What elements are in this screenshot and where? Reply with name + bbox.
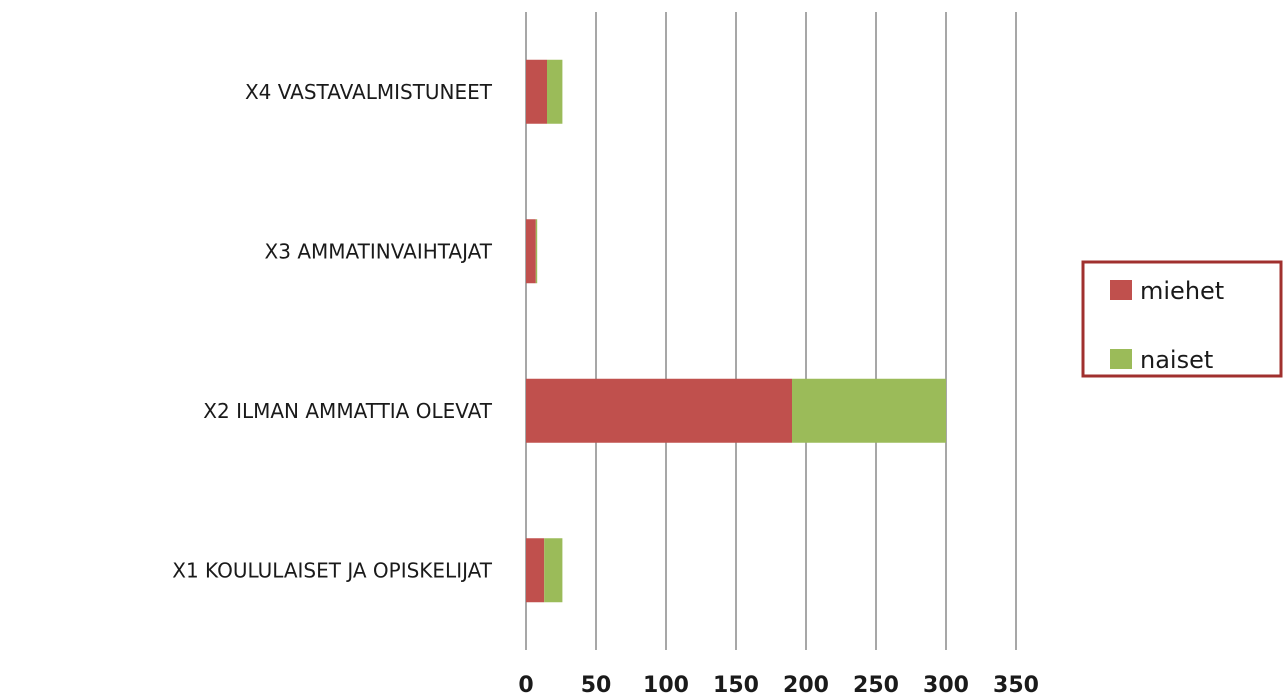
- bar-naiset-2: [792, 378, 946, 443]
- bar-miehet-2: [526, 378, 792, 443]
- legend-label-miehet: miehet: [1140, 277, 1224, 305]
- bar-miehet-4: [526, 59, 547, 124]
- legend-swatch-naiset: [1110, 349, 1132, 369]
- bars: [526, 59, 946, 603]
- legend-swatch-miehet: [1110, 280, 1132, 300]
- category-label: X1 KOULULAISET JA OPISKELIJAT: [172, 558, 493, 582]
- bar-miehet-1: [526, 538, 545, 603]
- x-tick-label: 250: [853, 673, 899, 698]
- x-tick-label: 350: [993, 673, 1039, 698]
- x-tick-label: 150: [713, 673, 759, 698]
- x-tick-label: 50: [581, 673, 612, 698]
- x-tick-label: 300: [923, 673, 969, 698]
- bar-naiset-4: [547, 59, 563, 124]
- bar-naiset-1: [544, 538, 563, 603]
- x-tick-labels: 0 50 100 150 200 250 300 350: [518, 673, 1039, 698]
- x-tick-label: 0: [518, 673, 533, 698]
- legend: miehet naiset: [1081, 260, 1283, 378]
- category-labels: X1 KOULULAISET JA OPISKELIJAT X2 ILMAN AM…: [172, 80, 493, 583]
- x-tick-label: 200: [783, 673, 829, 698]
- category-label: X4 VASTAVALMISTUNEET: [245, 80, 493, 104]
- category-label: X2 ILMAN AMMATTIA OLEVAT: [203, 399, 492, 423]
- bar-naiset-3: [535, 219, 538, 284]
- bar-miehet-3: [526, 219, 536, 284]
- category-label: X3 AMMATINVAIHTAJAT: [265, 239, 493, 263]
- gridlines: [525, 12, 1017, 650]
- x-tick-label: 100: [643, 673, 689, 698]
- legend-label-naiset: naiset: [1140, 346, 1213, 374]
